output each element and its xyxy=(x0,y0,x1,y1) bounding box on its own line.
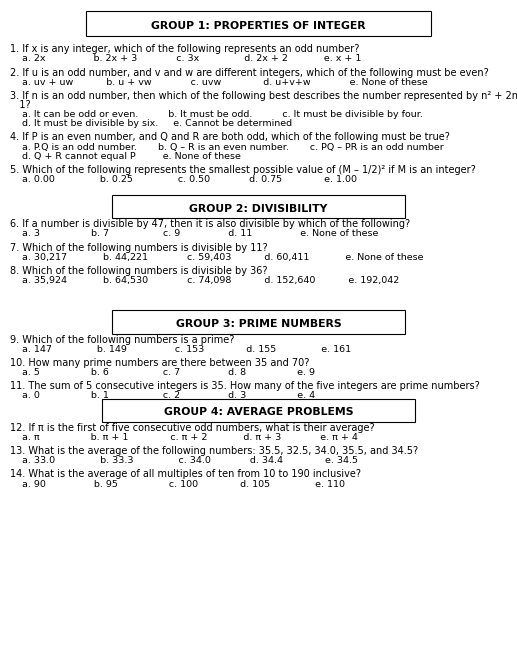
Text: d. It must be divisible by six.     e. Cannot be determined: d. It must be divisible by six. e. Canno… xyxy=(10,119,293,128)
FancyBboxPatch shape xyxy=(112,310,405,334)
Text: GROUP 4: AVERAGE PROBLEMS: GROUP 4: AVERAGE PROBLEMS xyxy=(164,407,353,417)
Text: 5. Which of the following represents the smallest possible value of (M – 1/2)² i: 5. Which of the following represents the… xyxy=(10,165,476,175)
Text: 14. What is the average of all multiples of ten from 10 to 190 inclusive?: 14. What is the average of all multiples… xyxy=(10,469,361,480)
FancyBboxPatch shape xyxy=(86,11,431,36)
FancyBboxPatch shape xyxy=(112,195,405,218)
Text: a. 147               b. 149                c. 153              d. 155           : a. 147 b. 149 c. 153 d. 155 xyxy=(10,345,352,354)
Text: 6. If a number is divisible by 47, then it is also divisible by which of the fol: 6. If a number is divisible by 47, then … xyxy=(10,219,410,229)
Text: 11. The sum of 5 consecutive integers is 35. How many of the five integers are p: 11. The sum of 5 consecutive integers is… xyxy=(10,381,480,391)
Text: a. 0                 b. 1                  c. 2                d. 3             : a. 0 b. 1 c. 2 d. 3 xyxy=(10,391,315,400)
Text: 7. Which of the following numbers is divisible by 11?: 7. Which of the following numbers is div… xyxy=(10,242,268,253)
Text: 2. If u is an odd number, and v and w are different integers, which of the follo: 2. If u is an odd number, and v and w ar… xyxy=(10,67,489,78)
Text: 3. If n is an odd number, then which of the following best describes the number : 3. If n is an odd number, then which of … xyxy=(10,91,517,101)
Text: 1?: 1? xyxy=(10,100,31,110)
Text: a. π                 b. π + 1              c. π + 2            d. π + 3         : a. π b. π + 1 c. π + 2 d. π + 3 xyxy=(10,433,358,442)
Text: 8. Which of the following numbers is divisible by 36?: 8. Which of the following numbers is div… xyxy=(10,266,268,276)
Text: a. 2x                b. 2x + 3             c. 3x               d. 2x + 2        : a. 2x b. 2x + 3 c. 3x d. 2x + 2 xyxy=(10,54,362,64)
Text: GROUP 3: PRIME NUMBERS: GROUP 3: PRIME NUMBERS xyxy=(176,319,341,329)
Text: a. 5                 b. 6                  c. 7                d. 8             : a. 5 b. 6 c. 7 d. 8 xyxy=(10,368,315,377)
Text: a. 35,924            b. 64,530             c. 74,098           d. 152,640       : a. 35,924 b. 64,530 c. 74,098 d. 152,640 xyxy=(10,276,400,285)
Text: d. Q + R cannot equal P         e. None of these: d. Q + R cannot equal P e. None of these xyxy=(10,152,241,161)
Text: a. 30,217            b. 44,221             c. 59,403           d. 60,411        : a. 30,217 b. 44,221 c. 59,403 d. 60,411 xyxy=(10,253,424,262)
Text: 13. What is the average of the following numbers: 35.5, 32.5, 34.0, 35.5, and 34: 13. What is the average of the following… xyxy=(10,446,418,456)
Text: a. P.Q is an odd number.       b. Q – R is an even number.       c. PQ – PR is a: a. P.Q is an odd number. b. Q – R is an … xyxy=(10,143,444,152)
Text: 10. How many prime numbers are there between 35 and 70?: 10. How many prime numbers are there bet… xyxy=(10,358,310,368)
Text: GROUP 1: PROPERTIES OF INTEGER: GROUP 1: PROPERTIES OF INTEGER xyxy=(151,21,366,31)
Text: a. uv + uw           b. u + vw             c. uvw              d. u+v+w         : a. uv + uw b. u + vw c. uvw d. u+v+w xyxy=(10,78,428,87)
Text: a. 33.0               b. 33.3               c. 34.0             d. 34.4         : a. 33.0 b. 33.3 c. 34.0 d. 34.4 xyxy=(10,456,358,465)
Text: a. 0.00               b. 0.25               c. 0.50             d. 0.75         : a. 0.00 b. 0.25 c. 0.50 d. 0.75 xyxy=(10,175,357,184)
Text: a. It can be odd or even.          b. It must be odd.          c. It must be div: a. It can be odd or even. b. It must be … xyxy=(10,110,423,119)
Text: a. 90                b. 95                 c. 100              d. 105           : a. 90 b. 95 c. 100 d. 105 xyxy=(10,480,345,489)
Text: GROUP 2: DIVISIBILITY: GROUP 2: DIVISIBILITY xyxy=(189,203,328,214)
FancyBboxPatch shape xyxy=(102,399,415,422)
Text: 9. Which of the following numbers is a prime?: 9. Which of the following numbers is a p… xyxy=(10,334,235,345)
Text: 12. If π is the first of five consecutive odd numbers, what is their average?: 12. If π is the first of five consecutiv… xyxy=(10,422,375,433)
Text: a. 3                 b. 7                  c. 9                d. 11            : a. 3 b. 7 c. 9 d. 11 xyxy=(10,229,379,238)
Text: 4. If P is an even number, and Q and R are both odd, which of the following must: 4. If P is an even number, and Q and R a… xyxy=(10,132,450,143)
Text: 1. If x is any integer, which of the following represents an odd number?: 1. If x is any integer, which of the fol… xyxy=(10,44,360,54)
